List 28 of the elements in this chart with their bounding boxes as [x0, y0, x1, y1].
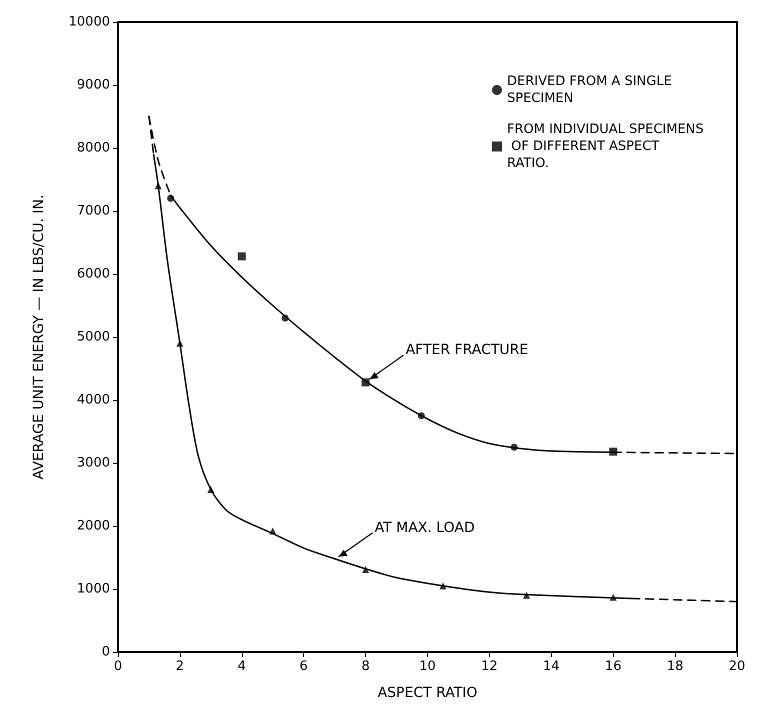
x-tick-label: 2	[176, 659, 184, 674]
y-tick-label: 7000	[76, 204, 110, 218]
y-tick-label: 10000	[68, 14, 110, 30]
x-tick-label: 4	[238, 659, 246, 674]
y-tick-label: 2000	[76, 518, 110, 534]
annotation: AFTER FRACTURE	[406, 342, 528, 358]
x-tick-label: 12	[481, 659, 498, 674]
y-tick-label: 8000	[76, 140, 110, 156]
x-tick-label: 16	[604, 659, 622, 674]
y-tick-label: 9000	[76, 78, 110, 92]
legend-label: DERIVED FROM A SINGLE SPECIMEN	[507, 74, 676, 106]
x-axis-title: ASPECT RATIO	[378, 685, 478, 701]
x-tick-label: 6	[300, 659, 308, 674]
x-tick-label: 20	[728, 659, 746, 674]
y-tick-label: 0	[102, 644, 110, 660]
x-tick-label: 14	[543, 659, 560, 674]
annotation: AT MAX. LOAD	[374, 520, 475, 536]
y-tick-label: 3000	[76, 456, 110, 470]
y-tick-label: 1000	[76, 582, 110, 596]
x-tick-label: 8	[361, 659, 370, 674]
x-tick-label: 10	[419, 659, 436, 674]
legend-label: FROM INDIVIDUAL SPECIMENS OF DIFFERENT ASPECT RATIO.	[507, 122, 704, 171]
x-tick-label: 0	[114, 659, 122, 674]
x-tick-label: 18	[666, 659, 684, 674]
y-tick-label: 5000	[76, 330, 110, 344]
y-axis-title: AVERAGE UNIT ENERGY — IN LBS/CU. IN.	[31, 194, 47, 480]
y-tick-label: 6000	[76, 266, 110, 282]
y-tick-label: 4000	[76, 392, 110, 408]
